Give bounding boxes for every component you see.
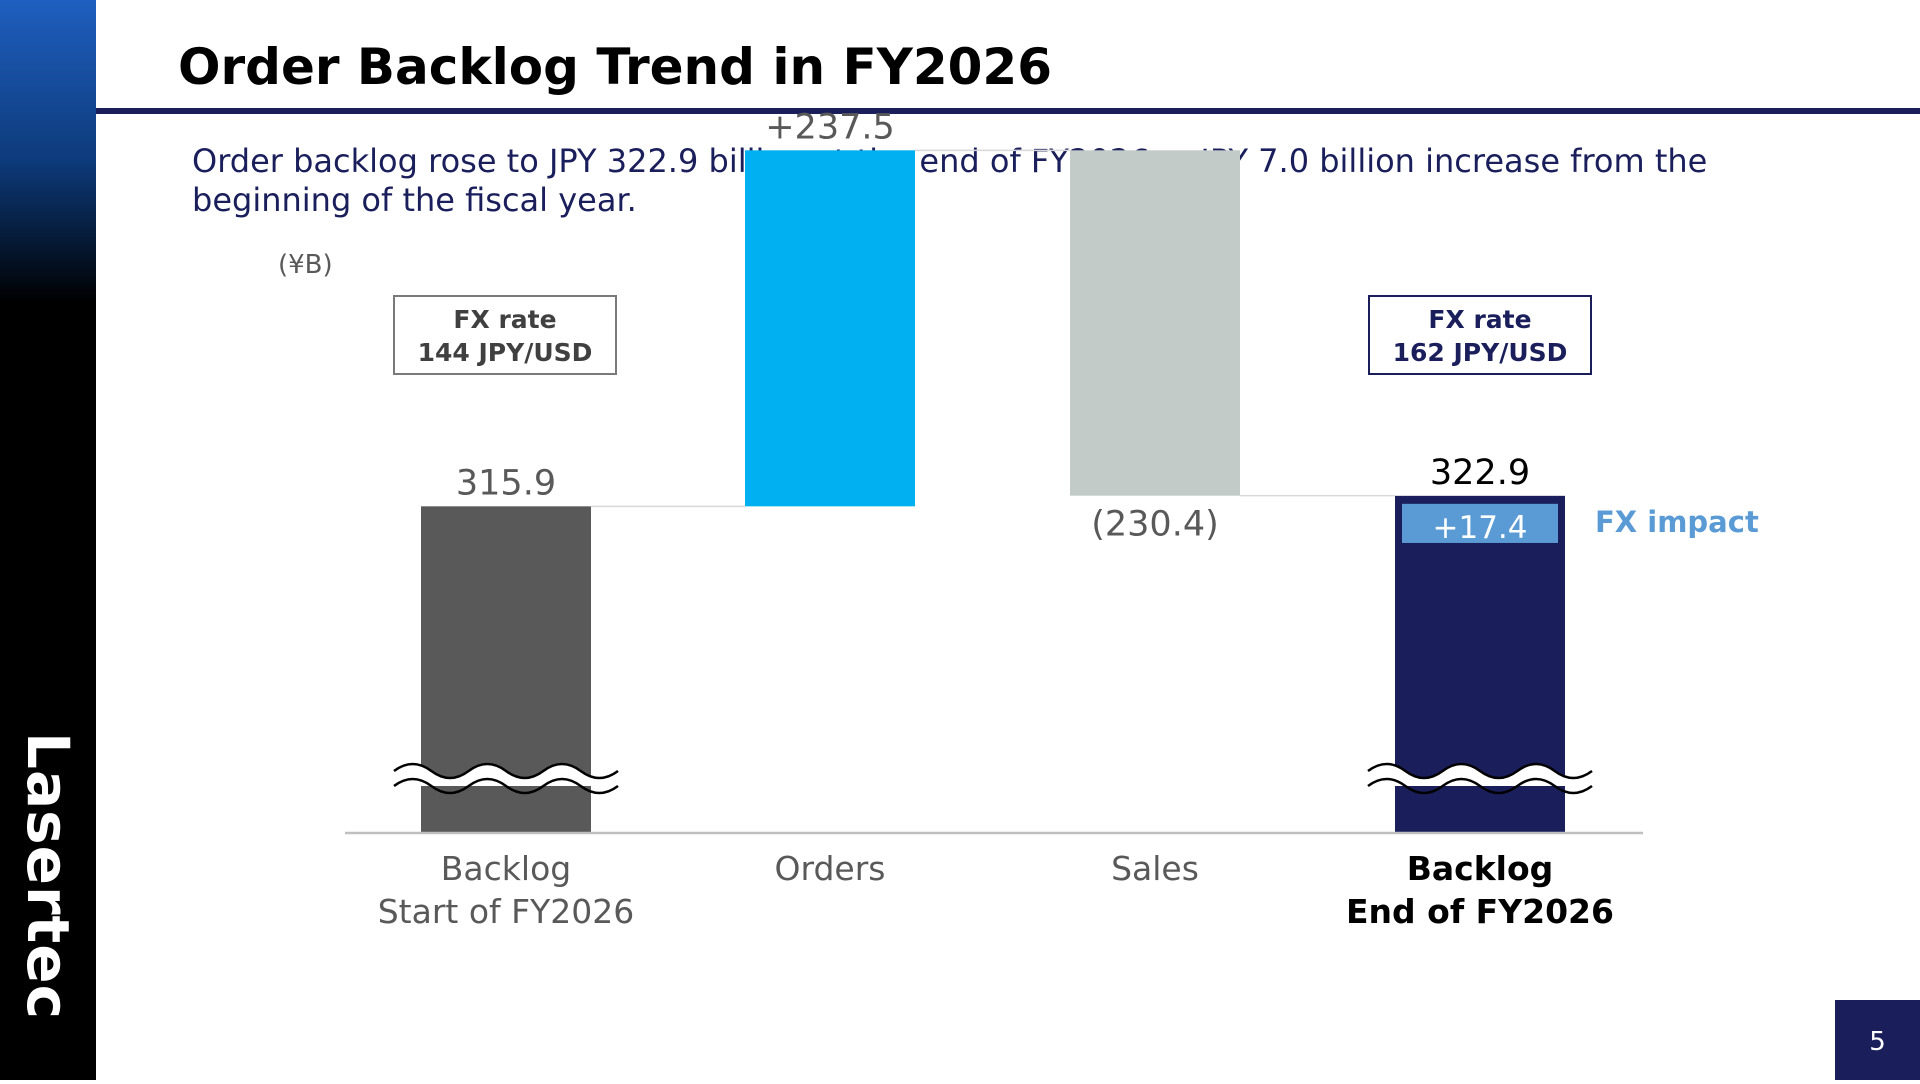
page-number: 5	[1835, 1000, 1920, 1080]
value-label-backlog-end: 322.9	[1430, 453, 1530, 493]
category-label-backlog-start: Backlog	[441, 849, 571, 888]
fx-rate-end-box: FX rate 162 JPY/USD	[1368, 295, 1592, 375]
axis-break-fill	[1368, 764, 1592, 786]
axis-break-line	[393, 777, 619, 795]
category-label-backlog-start: Start of FY2026	[378, 892, 635, 931]
category-label-orders: Orders	[775, 849, 886, 888]
value-label-sales: (230.4)	[1091, 505, 1219, 545]
value-label-fx-impact: +17.4	[1433, 510, 1528, 546]
bar-orders	[745, 150, 915, 507]
axis-break-line	[1367, 762, 1593, 780]
unit-label: (¥B)	[278, 250, 333, 280]
fx-rate-start-label: FX rate	[453, 305, 557, 334]
axis-break-line	[393, 762, 619, 780]
bar-sales	[1070, 150, 1240, 496]
category-label-backlog-end: End of FY2026	[1346, 892, 1614, 931]
fx-impact-legend: FX impact	[1595, 505, 1759, 539]
axis-break-line	[1367, 777, 1593, 795]
value-label-orders: +237.5	[765, 107, 895, 147]
bar-fx-impact	[1402, 503, 1558, 543]
sidebar-band: Lasertec	[0, 0, 96, 1080]
category-label-sales: Sales	[1111, 849, 1199, 888]
axis-break-fill	[394, 764, 618, 786]
title-divider	[96, 108, 1920, 114]
value-label-backlog-start: 315.9	[456, 463, 556, 503]
fx-rate-start-value: 144 JPY/USD	[417, 338, 593, 367]
page-title: Order Backlog Trend in FY2026	[178, 38, 1052, 96]
category-label-backlog-end: Backlog	[1407, 849, 1554, 888]
fx-rate-start-box: FX rate 144 JPY/USD	[393, 295, 617, 375]
fx-rate-end-value: 162 JPY/USD	[1392, 338, 1568, 367]
page-subtitle: Order backlog rose to JPY 322.9 billion …	[192, 142, 1708, 219]
fx-rate-end-label: FX rate	[1428, 305, 1532, 334]
